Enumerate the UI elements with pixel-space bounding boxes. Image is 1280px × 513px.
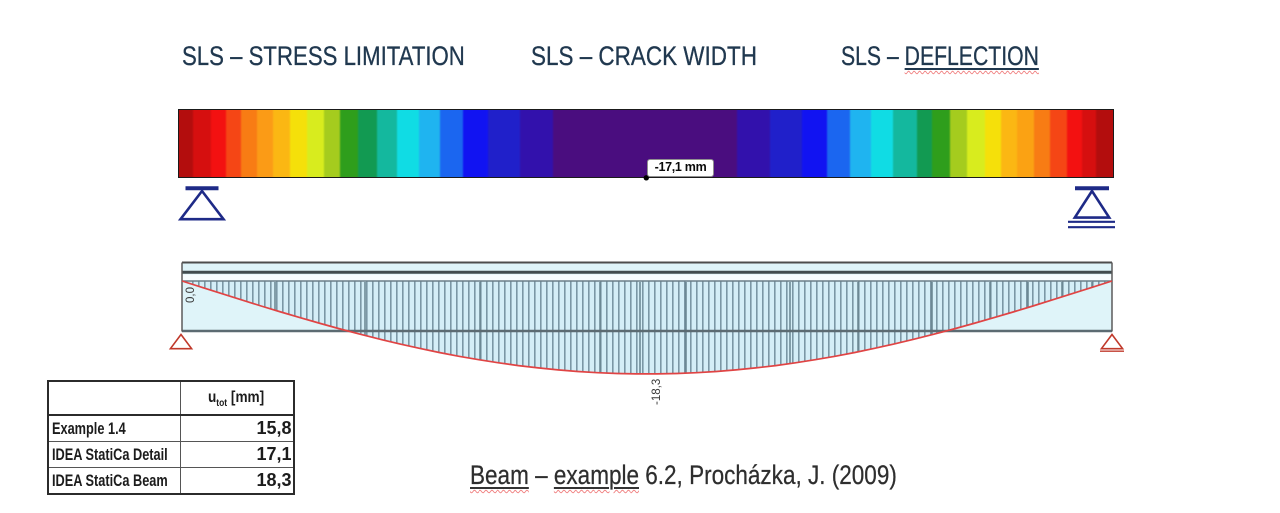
svg-text:-18,3: -18,3 <box>651 379 663 405</box>
svg-text:0,0: 0,0 <box>185 287 197 303</box>
